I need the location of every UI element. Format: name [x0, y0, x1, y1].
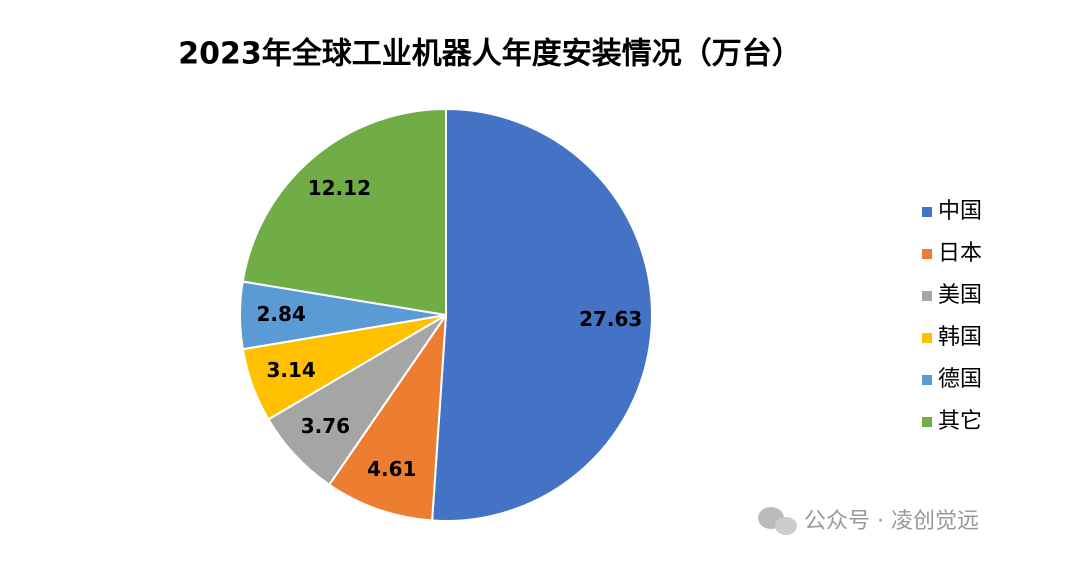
watermark: 公众号 · 凌创觉远: [804, 509, 979, 534]
pie-slice: [241, 107, 447, 317]
chart-title: 2023年全球工业机器人年度安装情况（万台）: [178, 37, 802, 72]
data-label: 27.63: [579, 307, 642, 331]
legend-swatch: [922, 291, 932, 301]
legend-swatch: [922, 249, 932, 259]
legend-label: 其它: [938, 409, 982, 434]
pie-slice: [327, 311, 448, 522]
data-label: 3.14: [266, 358, 315, 382]
legend-swatch: [922, 333, 932, 343]
legend-label: 德国: [938, 367, 982, 392]
legend-label: 美国: [938, 283, 982, 308]
legend-label: 中国: [938, 199, 982, 224]
legend-swatch: [922, 417, 932, 427]
legend-swatch: [922, 207, 932, 217]
legend-label: 日本: [938, 241, 982, 266]
pie-slice: [431, 107, 653, 522]
data-label: 2.84: [257, 302, 306, 326]
data-label: 3.76: [301, 414, 350, 438]
legend-label: 韩国: [938, 325, 982, 350]
data-label: 4.61: [367, 457, 416, 481]
watermark-icon: [758, 507, 797, 535]
data-label: 12.12: [308, 176, 371, 200]
legend-swatch: [922, 375, 932, 385]
